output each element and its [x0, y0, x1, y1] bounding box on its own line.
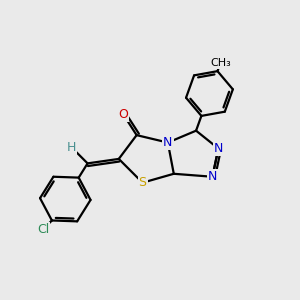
Text: N: N: [208, 170, 217, 183]
Text: O: O: [118, 108, 128, 121]
Text: S: S: [139, 176, 147, 189]
Text: H: H: [67, 140, 76, 154]
Text: Cl: Cl: [37, 223, 49, 236]
Text: N: N: [214, 142, 223, 155]
Text: N: N: [163, 136, 172, 149]
Text: CH₃: CH₃: [210, 58, 231, 68]
